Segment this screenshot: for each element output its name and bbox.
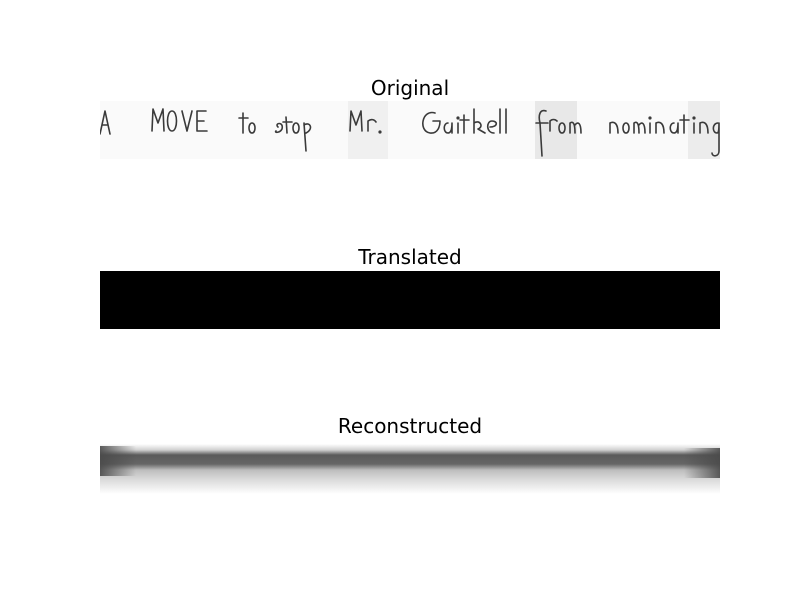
reconstructed-title: Reconstructed: [337, 414, 483, 438]
reconstructed-image: [100, 440, 720, 498]
original-title: Original: [370, 76, 450, 100]
reconstructed-svg: [100, 444, 720, 494]
handwriting-svg: [100, 101, 720, 159]
original-handwriting-image: [100, 101, 720, 159]
translated-image: [100, 271, 720, 329]
translated-title: Translated: [358, 245, 462, 269]
